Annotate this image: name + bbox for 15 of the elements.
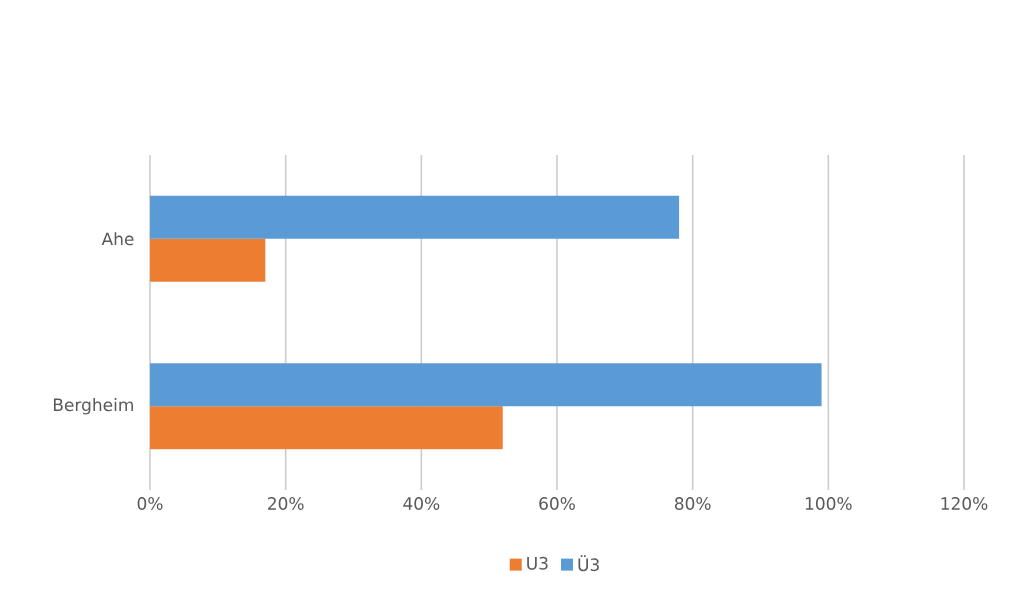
bar (150, 195, 680, 239)
x-tick-label: 120% (941, 497, 988, 510)
bar (150, 406, 503, 450)
x-tick-label: 20% (268, 497, 304, 510)
legend-label: Ü3 (578, 555, 599, 572)
x-tick-label: 80% (674, 497, 711, 510)
bar (150, 363, 822, 407)
bar (150, 238, 266, 282)
x-tick-label: 60% (539, 497, 575, 510)
x-tick-label: 0% (137, 497, 163, 510)
legend-label: U3 (527, 556, 548, 570)
y-tick-label: Bergheim (53, 398, 133, 415)
x-tick-label: 40% (403, 497, 440, 510)
x-tick-label: 100% (805, 497, 852, 510)
y-tick-label: Ahe (101, 232, 134, 246)
